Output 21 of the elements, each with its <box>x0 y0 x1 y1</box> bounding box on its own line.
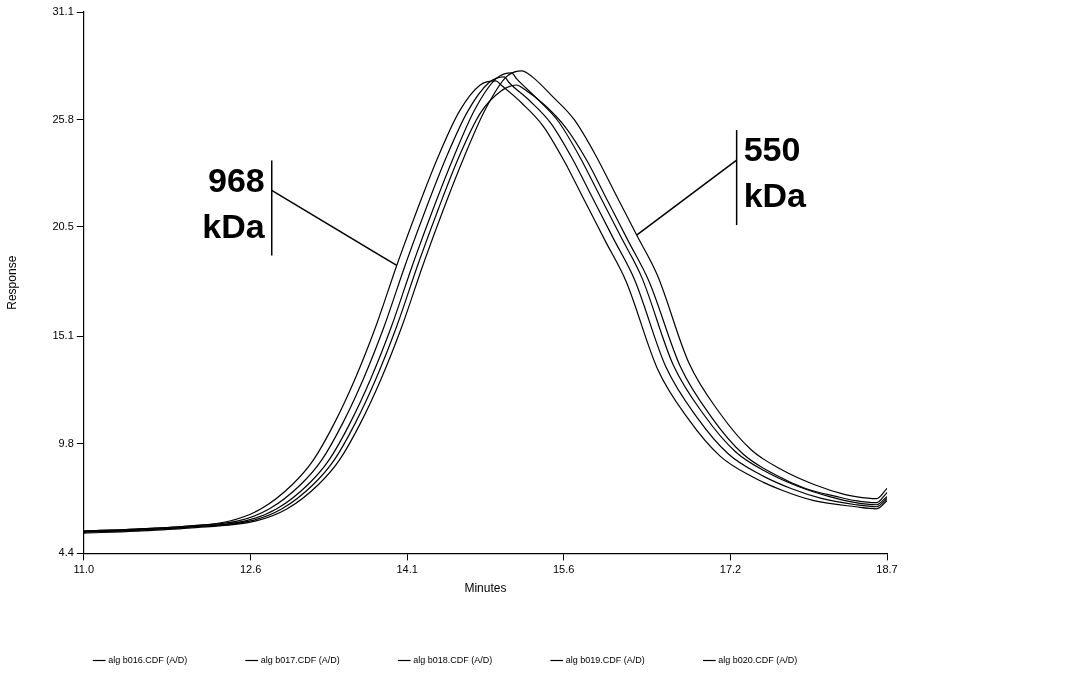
y-tick-label: 31.1 <box>52 5 74 18</box>
annotation: 968 kDa <box>202 160 266 245</box>
x-tick-label: 11.0 <box>73 563 95 576</box>
legend-label: alg b018.CDF (A/D) <box>413 654 493 665</box>
y-tick-label: 4.4 <box>58 546 74 559</box>
x-axis-title: Minutes <box>464 581 507 596</box>
y-tick-label: 25.8 <box>52 112 74 125</box>
legend-label: alg b019.CDF (A/D) <box>565 654 645 665</box>
legend-label: alg b017.CDF (A/D) <box>260 654 340 665</box>
legend-label: alg b016.CDF (A/D) <box>108 654 188 665</box>
legend-label: alg b020.CDF (A/D) <box>718 654 798 665</box>
x-tick-label: 17.2 <box>719 563 742 576</box>
y-tick-label: 20.5 <box>52 219 74 232</box>
y-axis-title: Response <box>4 255 19 310</box>
annotation: 550 kDa <box>743 130 808 215</box>
y-tick-label: 15.1 <box>52 329 74 342</box>
x-tick-label: 18.7 <box>876 563 898 576</box>
x-tick-label: 15.6 <box>552 563 575 576</box>
x-tick-label: 12.6 <box>240 563 262 576</box>
y-tick-label: 9.8 <box>58 436 74 449</box>
x-tick-label: 14.1 <box>396 563 418 576</box>
